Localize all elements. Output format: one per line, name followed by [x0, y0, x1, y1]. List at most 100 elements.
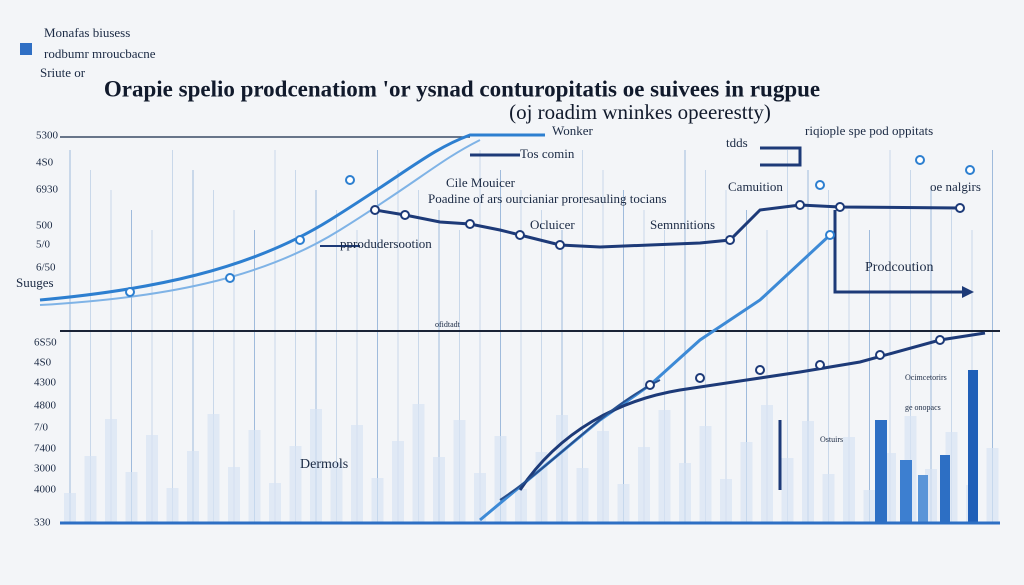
faint-bar	[802, 421, 814, 523]
faint-bar	[392, 441, 404, 523]
legend-item: rodbumr mroucbacne	[44, 46, 156, 61]
faint-bar	[638, 447, 650, 523]
y-label: 3000	[34, 463, 57, 475]
marker	[815, 360, 825, 370]
faint-bar	[474, 473, 486, 523]
trend-line	[479, 233, 832, 522]
marker	[515, 230, 525, 240]
annotation: Ostuirs	[820, 435, 843, 444]
y-label: 500	[36, 220, 53, 232]
annotation: oe nalgirs	[930, 179, 981, 194]
annotation: Cile Mouicer	[446, 175, 516, 190]
bar	[968, 370, 978, 523]
faint-bar	[371, 478, 384, 523]
faint-bar	[822, 474, 835, 523]
faint-bar	[761, 405, 773, 523]
faint-bar	[207, 414, 220, 523]
y-label: 6/50	[36, 262, 56, 274]
marker	[465, 219, 475, 229]
y-label: 4300	[34, 377, 57, 389]
faint-bar	[289, 446, 302, 523]
legend-swatch	[20, 43, 32, 55]
marker	[955, 203, 965, 213]
faint-bar	[433, 457, 445, 523]
y-label: 7/0	[34, 422, 49, 434]
bar	[875, 420, 887, 523]
marker	[965, 165, 975, 175]
faint-bar	[64, 493, 76, 523]
faint-bar	[781, 458, 794, 523]
faint-bar	[986, 448, 999, 523]
faint-bar	[740, 442, 753, 523]
faint-bar	[494, 436, 507, 523]
bar	[918, 475, 928, 523]
faint-bar	[556, 415, 568, 523]
faint-bar	[453, 420, 466, 523]
annotation: Prodcoution	[865, 260, 933, 275]
annotation: Ocimcetorirs	[905, 373, 947, 382]
faint-bar	[679, 463, 691, 523]
y-label: 5/0	[36, 239, 51, 251]
trend-line	[518, 331, 986, 491]
arrow-head	[962, 286, 974, 298]
marker	[795, 200, 805, 210]
faint-bar	[863, 490, 876, 523]
faint-bar	[310, 409, 322, 523]
faint-bar	[412, 404, 425, 523]
marker	[555, 240, 565, 250]
faint-bar	[843, 437, 855, 523]
y-label: 330	[34, 517, 51, 529]
annotation: riqiople spe pod oppitats	[805, 123, 933, 138]
annotation: Dermols	[300, 457, 348, 472]
marker	[645, 380, 655, 390]
faint-bar	[228, 467, 240, 523]
annotation: Wonker	[552, 123, 593, 138]
faint-bar	[84, 456, 97, 523]
bracket	[760, 146, 802, 167]
faint-bar	[351, 425, 363, 523]
y-label: 4S0	[36, 157, 54, 169]
y-label: 6S50	[34, 337, 57, 349]
annotation: Poadine of ars ourcianiar proresauling t…	[428, 191, 667, 206]
marker	[875, 350, 885, 360]
marker	[755, 365, 765, 375]
annotation: ge onopacs	[905, 403, 941, 412]
faint-bar	[699, 426, 712, 523]
annotation: tdds	[726, 135, 748, 150]
subtitle: (oj roadim wninkes opeerestty)	[509, 100, 771, 124]
marker	[935, 335, 945, 345]
faint-bar	[576, 468, 589, 523]
y-label: 4000	[34, 484, 57, 496]
faint-bar	[597, 431, 609, 523]
marker	[825, 230, 835, 240]
marker	[225, 273, 235, 283]
faint-bar	[166, 488, 179, 523]
marker	[400, 210, 410, 220]
trend-line	[39, 133, 545, 302]
y-label: 5300	[36, 130, 59, 142]
marker	[835, 202, 845, 212]
annotation: Semnnitions	[650, 217, 715, 232]
marker	[370, 205, 380, 215]
bar	[940, 455, 950, 523]
faint-bar	[105, 419, 117, 523]
marker	[295, 235, 305, 245]
annotation: pprodudersootion	[340, 236, 432, 251]
marker	[345, 175, 355, 185]
faint-bar	[720, 479, 732, 523]
faint-bar	[617, 484, 630, 523]
y-label: 6930	[36, 184, 59, 196]
annotation: Tos comin	[520, 146, 575, 161]
marker	[815, 180, 825, 190]
faint-bar	[330, 462, 343, 523]
faint-bar	[248, 430, 261, 523]
marker	[725, 235, 735, 245]
decoration	[64, 150, 999, 523]
title: Orapie spelio prodcenatiom 'or ysnad con…	[104, 76, 820, 101]
trend-line	[499, 379, 661, 501]
trend-line	[39, 139, 481, 306]
arrow	[833, 210, 970, 294]
y-label: 4800	[34, 400, 57, 412]
faint-bar	[658, 410, 671, 523]
